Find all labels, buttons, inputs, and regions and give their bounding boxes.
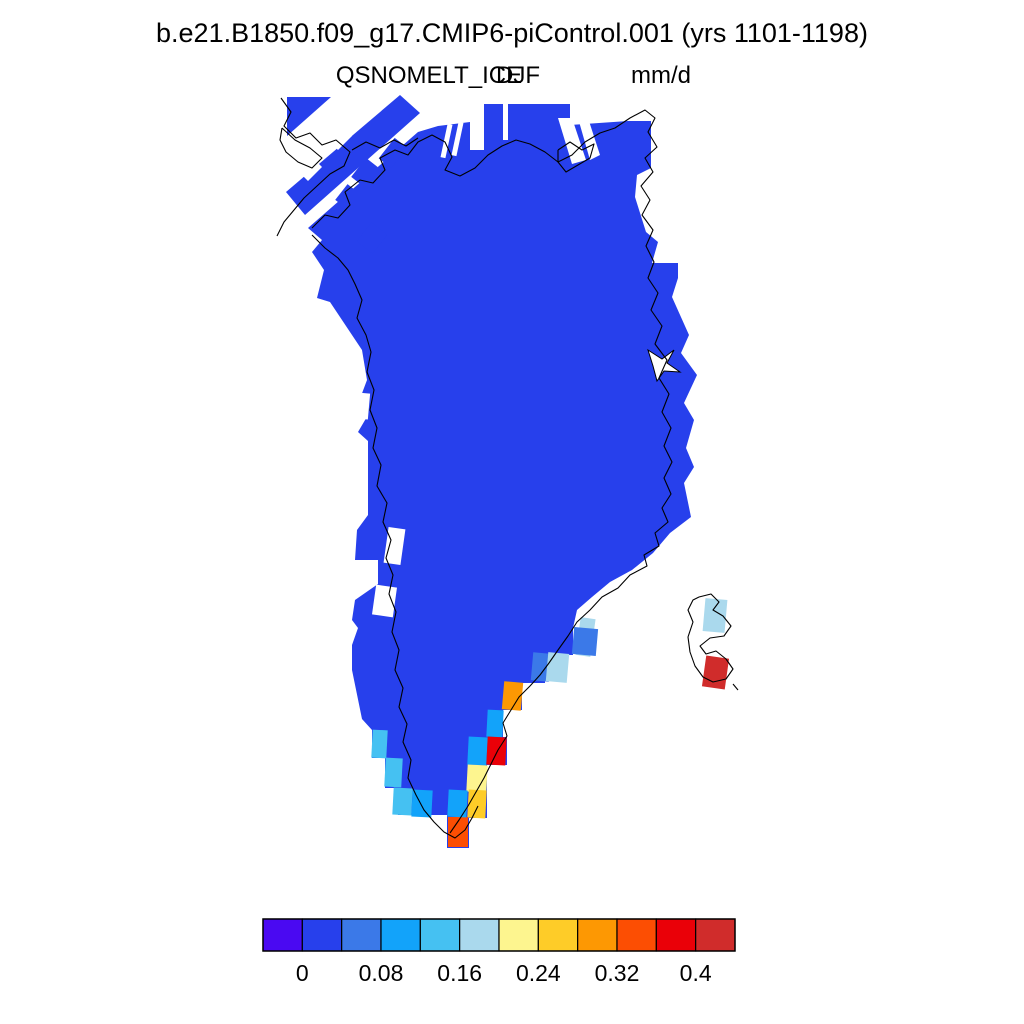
greenland-main-body (308, 104, 697, 848)
season-label: DJF (496, 62, 540, 89)
colorbar-segment (498, 918, 539, 952)
grid-cell (467, 736, 488, 766)
grid-cell (467, 789, 487, 819)
grid-cell (440, 123, 453, 159)
grid-cell (545, 652, 570, 683)
colorbar-tick-label: 0.4 (680, 960, 712, 986)
colorbar-segment (419, 918, 461, 952)
ocean-gaps (294, 104, 682, 618)
colorbar-segment (577, 918, 618, 952)
ellesmere-cells (287, 97, 331, 136)
coastline (276, 97, 351, 237)
colorbar-frame (262, 918, 736, 952)
grid-cell (701, 655, 730, 690)
ellesmere-cells (286, 95, 420, 215)
colorbar-tick-label: 0.24 (516, 960, 561, 986)
variable-label: QSNOMELT_ICE (335, 62, 523, 89)
grid-cell (571, 627, 599, 656)
colorbar-segment (341, 918, 382, 952)
grid-cell (411, 789, 433, 818)
channel-gap (294, 153, 322, 181)
coast-notch (558, 118, 586, 164)
colorbar-segment (695, 918, 736, 952)
coastline (687, 593, 734, 683)
grid-cell (486, 709, 504, 738)
colorbar-segment (616, 918, 657, 952)
coastline (557, 141, 595, 173)
colorbar-segment (537, 918, 579, 952)
coastline (351, 137, 419, 151)
grid-cell (501, 681, 524, 711)
grid-cell (702, 598, 728, 633)
coastline-overlay (276, 97, 739, 839)
plot-title: b.e21.B1850.f09_g17.CMIP6-piControl.001 … (156, 18, 868, 48)
melt-value-cells (371, 598, 730, 847)
coastline (279, 127, 323, 169)
coastline (732, 683, 739, 691)
grid-cell (354, 392, 371, 420)
channel-gap (322, 120, 352, 150)
grid-cell (392, 787, 413, 816)
grid-cell (384, 757, 403, 788)
grid-cell (530, 652, 552, 682)
grid-cell (447, 789, 468, 818)
ice-sheet-cells (286, 95, 697, 848)
grid-cell (466, 764, 488, 793)
grid-cell (356, 222, 388, 254)
colorbar-tick-label: 0.08 (359, 960, 404, 986)
grid-cell (371, 729, 388, 759)
grid-cell (378, 137, 408, 169)
colorbar: 0 0.08 0.16 0.24 0.32 0.4 (262, 918, 736, 986)
grid-cell (451, 121, 464, 157)
colorbar-tick-label: 0.32 (595, 960, 640, 986)
grid-cell (448, 817, 468, 847)
coastline (311, 109, 673, 834)
grid-cell (503, 104, 508, 140)
coastline (311, 234, 479, 839)
grid-cell (372, 584, 397, 618)
colorbar-segment (459, 918, 500, 952)
colorbar-segment (380, 918, 421, 952)
units-label: mm/d (631, 62, 691, 89)
grid-cell (351, 157, 378, 187)
colorbar-segment (655, 918, 697, 952)
colorbar-tick-label: 0.16 (437, 960, 482, 986)
colorbar-tick-label: 0 (296, 960, 309, 986)
colorbar-segment (301, 918, 343, 952)
colorbar-segment (262, 918, 303, 952)
